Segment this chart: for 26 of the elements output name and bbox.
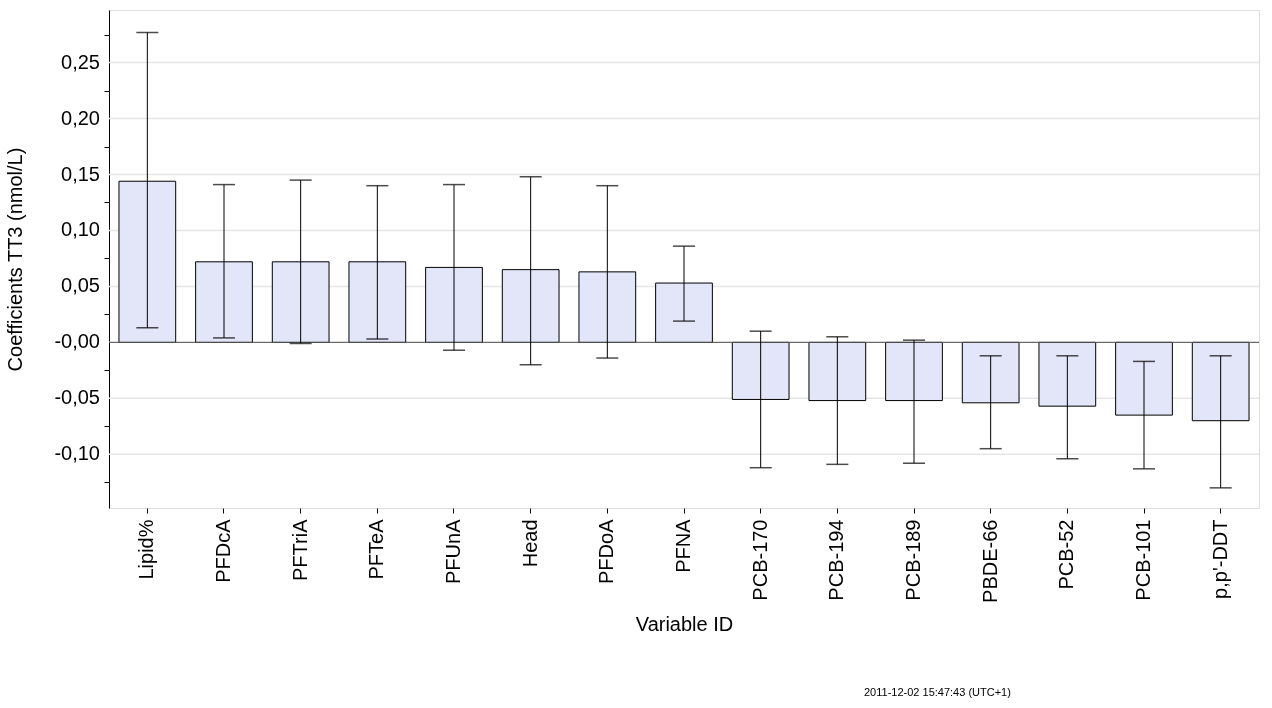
y-tick-label: 0,15 (61, 162, 100, 185)
x-tick-label: PFUnA (442, 518, 464, 584)
x-tick-label: PFNA (672, 518, 694, 573)
x-tick-label: PCB-189 (902, 519, 924, 601)
x-tick-label: Head (518, 519, 541, 568)
x-tick-label: PCB-170 (748, 519, 771, 601)
y-tick-label: 0,10 (61, 218, 100, 241)
x-tick-label: PFDcA (212, 518, 234, 583)
x-tick-label: PCB-101 (1132, 519, 1154, 601)
y-tick-label: -0,10 (54, 442, 100, 465)
x-tick-label: PFTeA (365, 518, 388, 580)
y-tick-label: -0,00 (54, 330, 100, 353)
y-tick-label: -0,05 (54, 386, 100, 409)
x-axis-title: Variable ID (635, 612, 734, 635)
x-tick-label: p,p'-DDT (1208, 519, 1231, 599)
y-tick-label: 0,05 (61, 274, 100, 297)
y-tick-label: 0,20 (61, 106, 100, 129)
y-axis-title: Coefficients TT3 (nmol/L) (4, 147, 26, 372)
x-tick-label: PCB-194 (825, 519, 848, 601)
y-tick-label: 0,25 (61, 50, 100, 73)
text: 2011-12-02 15:47:43 (UTC+1) (864, 686, 1011, 698)
x-tick-label: Lipid% (135, 519, 158, 580)
x-tick-label: PBDE-66 (978, 519, 1001, 603)
x-tick-label: PFDoA (595, 518, 618, 584)
x-tick-label: PCB-52 (1055, 519, 1078, 590)
x-tick-label: PFTriA (288, 518, 311, 581)
